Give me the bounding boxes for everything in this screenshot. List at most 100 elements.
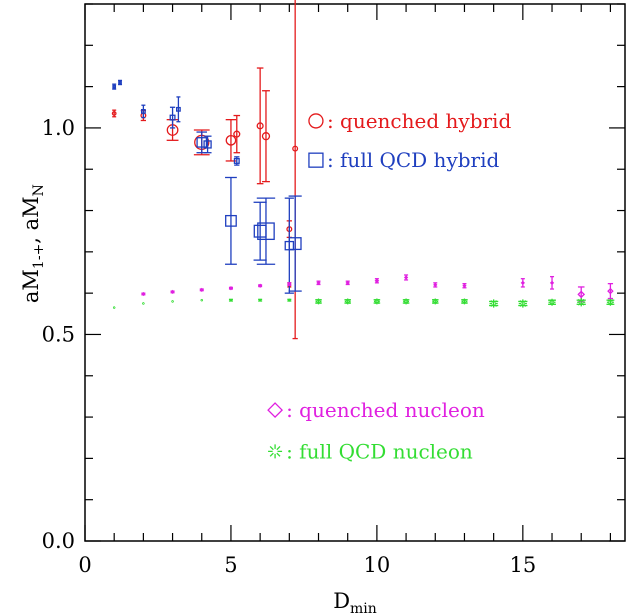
x-tick-label: 15 xyxy=(509,553,536,577)
full_qcd_nucleon-point xyxy=(431,298,439,305)
full_qcd_nucleon-point xyxy=(576,298,586,307)
quenched_nucleon-point xyxy=(287,281,292,287)
full_qcd_nucleon-marker xyxy=(373,298,380,305)
full_qcd_hybrid-point xyxy=(225,176,237,265)
full_qcd_nucleon-marker xyxy=(112,306,116,309)
quenched_hybrid-marker xyxy=(233,130,241,138)
full_qcd_nucleon-marker xyxy=(403,298,409,305)
full_qcd_nucleon-marker xyxy=(200,298,204,302)
quenched_nucleon-point xyxy=(374,278,380,284)
full_qcd_hybrid-point xyxy=(112,83,117,90)
full_qcd_hybrid-point xyxy=(140,104,146,119)
legend-label-quenched_nucleon: : quenched nucleon xyxy=(286,398,485,422)
quenched_nucleon-point xyxy=(403,274,409,281)
full_qcd_hybrid-marker xyxy=(288,237,302,251)
full_qcd_hybrid-marker xyxy=(233,157,240,164)
quenched_nucleon-marker xyxy=(345,280,350,285)
full_qcd_hybrid-point xyxy=(253,201,267,261)
full_qcd_hybrid-marker xyxy=(140,108,146,114)
full_qcd_nucleon-point xyxy=(258,298,263,302)
full_qcd_hybrid-point xyxy=(256,197,276,265)
legend-label-full_qcd_hybrid: : full QCD hybrid xyxy=(327,148,500,172)
quenched_nucleon-point xyxy=(433,282,438,288)
series-quenched_hybrid xyxy=(111,0,299,340)
quenched_nucleon-marker xyxy=(607,287,614,295)
full_qcd_hybrid-point xyxy=(169,106,176,129)
full_qcd_hybrid-marker xyxy=(169,114,176,121)
quenched_nucleon-marker xyxy=(199,287,204,292)
legend-marker-quenched_hybrid xyxy=(308,113,324,129)
y-axis-label: aM1-+, aMN xyxy=(19,184,47,303)
full_qcd_nucleon-marker xyxy=(461,298,468,305)
full_qcd_hybrid-point xyxy=(203,135,212,154)
full_qcd_nucleon-marker xyxy=(489,299,498,308)
full_qcd_nucleon-point xyxy=(287,298,292,302)
legend-marker-quenched_nucleon xyxy=(267,402,284,418)
quenched_nucleon-point xyxy=(549,275,555,290)
quenched_nucleon-marker xyxy=(433,282,438,288)
full_qcd_hybrid-marker xyxy=(225,214,237,227)
full_qcd_nucleon-marker xyxy=(287,298,291,302)
full_qcd_nucleon-point xyxy=(315,298,322,305)
quenched_nucleon-point xyxy=(462,283,467,289)
full_qcd_nucleon-marker xyxy=(518,299,527,308)
full_qcd_nucleon-point xyxy=(344,298,351,305)
quenched_nucleon-marker xyxy=(170,289,175,295)
legend-item-quenched_nucleon: : quenched nucleon xyxy=(267,398,485,422)
x-tick-label: 0 xyxy=(78,553,91,577)
full_qcd_hybrid-marker xyxy=(176,106,181,112)
full_qcd_nucleon-point xyxy=(171,300,174,303)
full_qcd_nucleon-marker xyxy=(142,302,145,305)
quenched_nucleon-point xyxy=(258,283,263,288)
full_qcd_hybrid-point xyxy=(288,195,302,292)
axis-ticks xyxy=(84,3,625,542)
quenched_hybrid-point xyxy=(225,119,237,162)
quenched_nucleon-point xyxy=(520,278,525,288)
legend-marker-full_qcd_hybrid xyxy=(308,152,324,168)
full_qcd_nucleon-point xyxy=(373,298,381,305)
full_qcd_hybrid-marker xyxy=(118,80,122,85)
full_qcd_nucleon-marker xyxy=(315,298,322,305)
quenched_nucleon-point xyxy=(607,283,614,300)
legend-label-quenched_hybrid: : quenched hybrid xyxy=(327,109,512,133)
legend-label-full_qcd_nucleon: : full QCD nucleon xyxy=(286,439,473,463)
quenched_nucleon-marker xyxy=(403,275,409,280)
full_qcd_hybrid-point xyxy=(196,131,208,154)
full_qcd_nucleon-point xyxy=(606,298,615,306)
legend-item-full_qcd_hybrid: : full QCD hybrid xyxy=(308,148,500,172)
quenched_nucleon-marker xyxy=(577,290,586,299)
full_qcd_hybrid-marker xyxy=(257,222,275,241)
series-full_qcd_nucleon xyxy=(112,298,615,309)
quenched_nucleon-marker xyxy=(520,280,525,285)
quenched_nucleon-point xyxy=(170,289,175,295)
quenched_hybrid-marker xyxy=(292,145,299,152)
legend: : quenched hybrid : full QCD hybrid : quen… xyxy=(267,109,512,463)
quenched_hybrid-point xyxy=(261,90,271,183)
full_qcd_hybrid-marker xyxy=(196,137,208,148)
quenched_hybrid-point xyxy=(111,109,117,118)
x-axis-label: Dmin xyxy=(333,589,377,615)
quenched_nucleon-marker xyxy=(287,281,292,287)
legend-item-quenched_hybrid: : quenched hybrid xyxy=(308,109,512,133)
full_qcd_nucleon-marker xyxy=(344,298,351,305)
full_qcd_nucleon-marker xyxy=(171,300,174,303)
legend-marker-full_qcd_nucleon xyxy=(268,444,283,459)
full_qcd_nucleon-point xyxy=(142,302,145,305)
quenched_nucleon-marker xyxy=(316,280,321,285)
legend-item-full_qcd_nucleon: : full QCD nucleon xyxy=(268,439,473,463)
quenched_nucleon-marker xyxy=(374,278,380,284)
full_qcd_nucleon-marker xyxy=(432,298,439,305)
quenched_nucleon-marker xyxy=(549,280,555,285)
full_qcd_hybrid-point xyxy=(233,156,240,166)
quenched_nucleon-marker xyxy=(141,291,146,297)
full_qcd_nucleon-point xyxy=(200,298,204,302)
full_qcd_nucleon-point xyxy=(228,298,233,302)
quenched_hybrid-point xyxy=(233,114,241,154)
full_qcd_nucleon-point xyxy=(489,299,499,308)
full_qcd_hybrid-marker xyxy=(203,140,212,149)
quenched_nucleon-point xyxy=(316,280,321,286)
y-tick-label: 0.0 xyxy=(42,529,75,553)
full_qcd_nucleon-point xyxy=(402,298,410,305)
quenched_nucleon-marker xyxy=(258,283,263,288)
